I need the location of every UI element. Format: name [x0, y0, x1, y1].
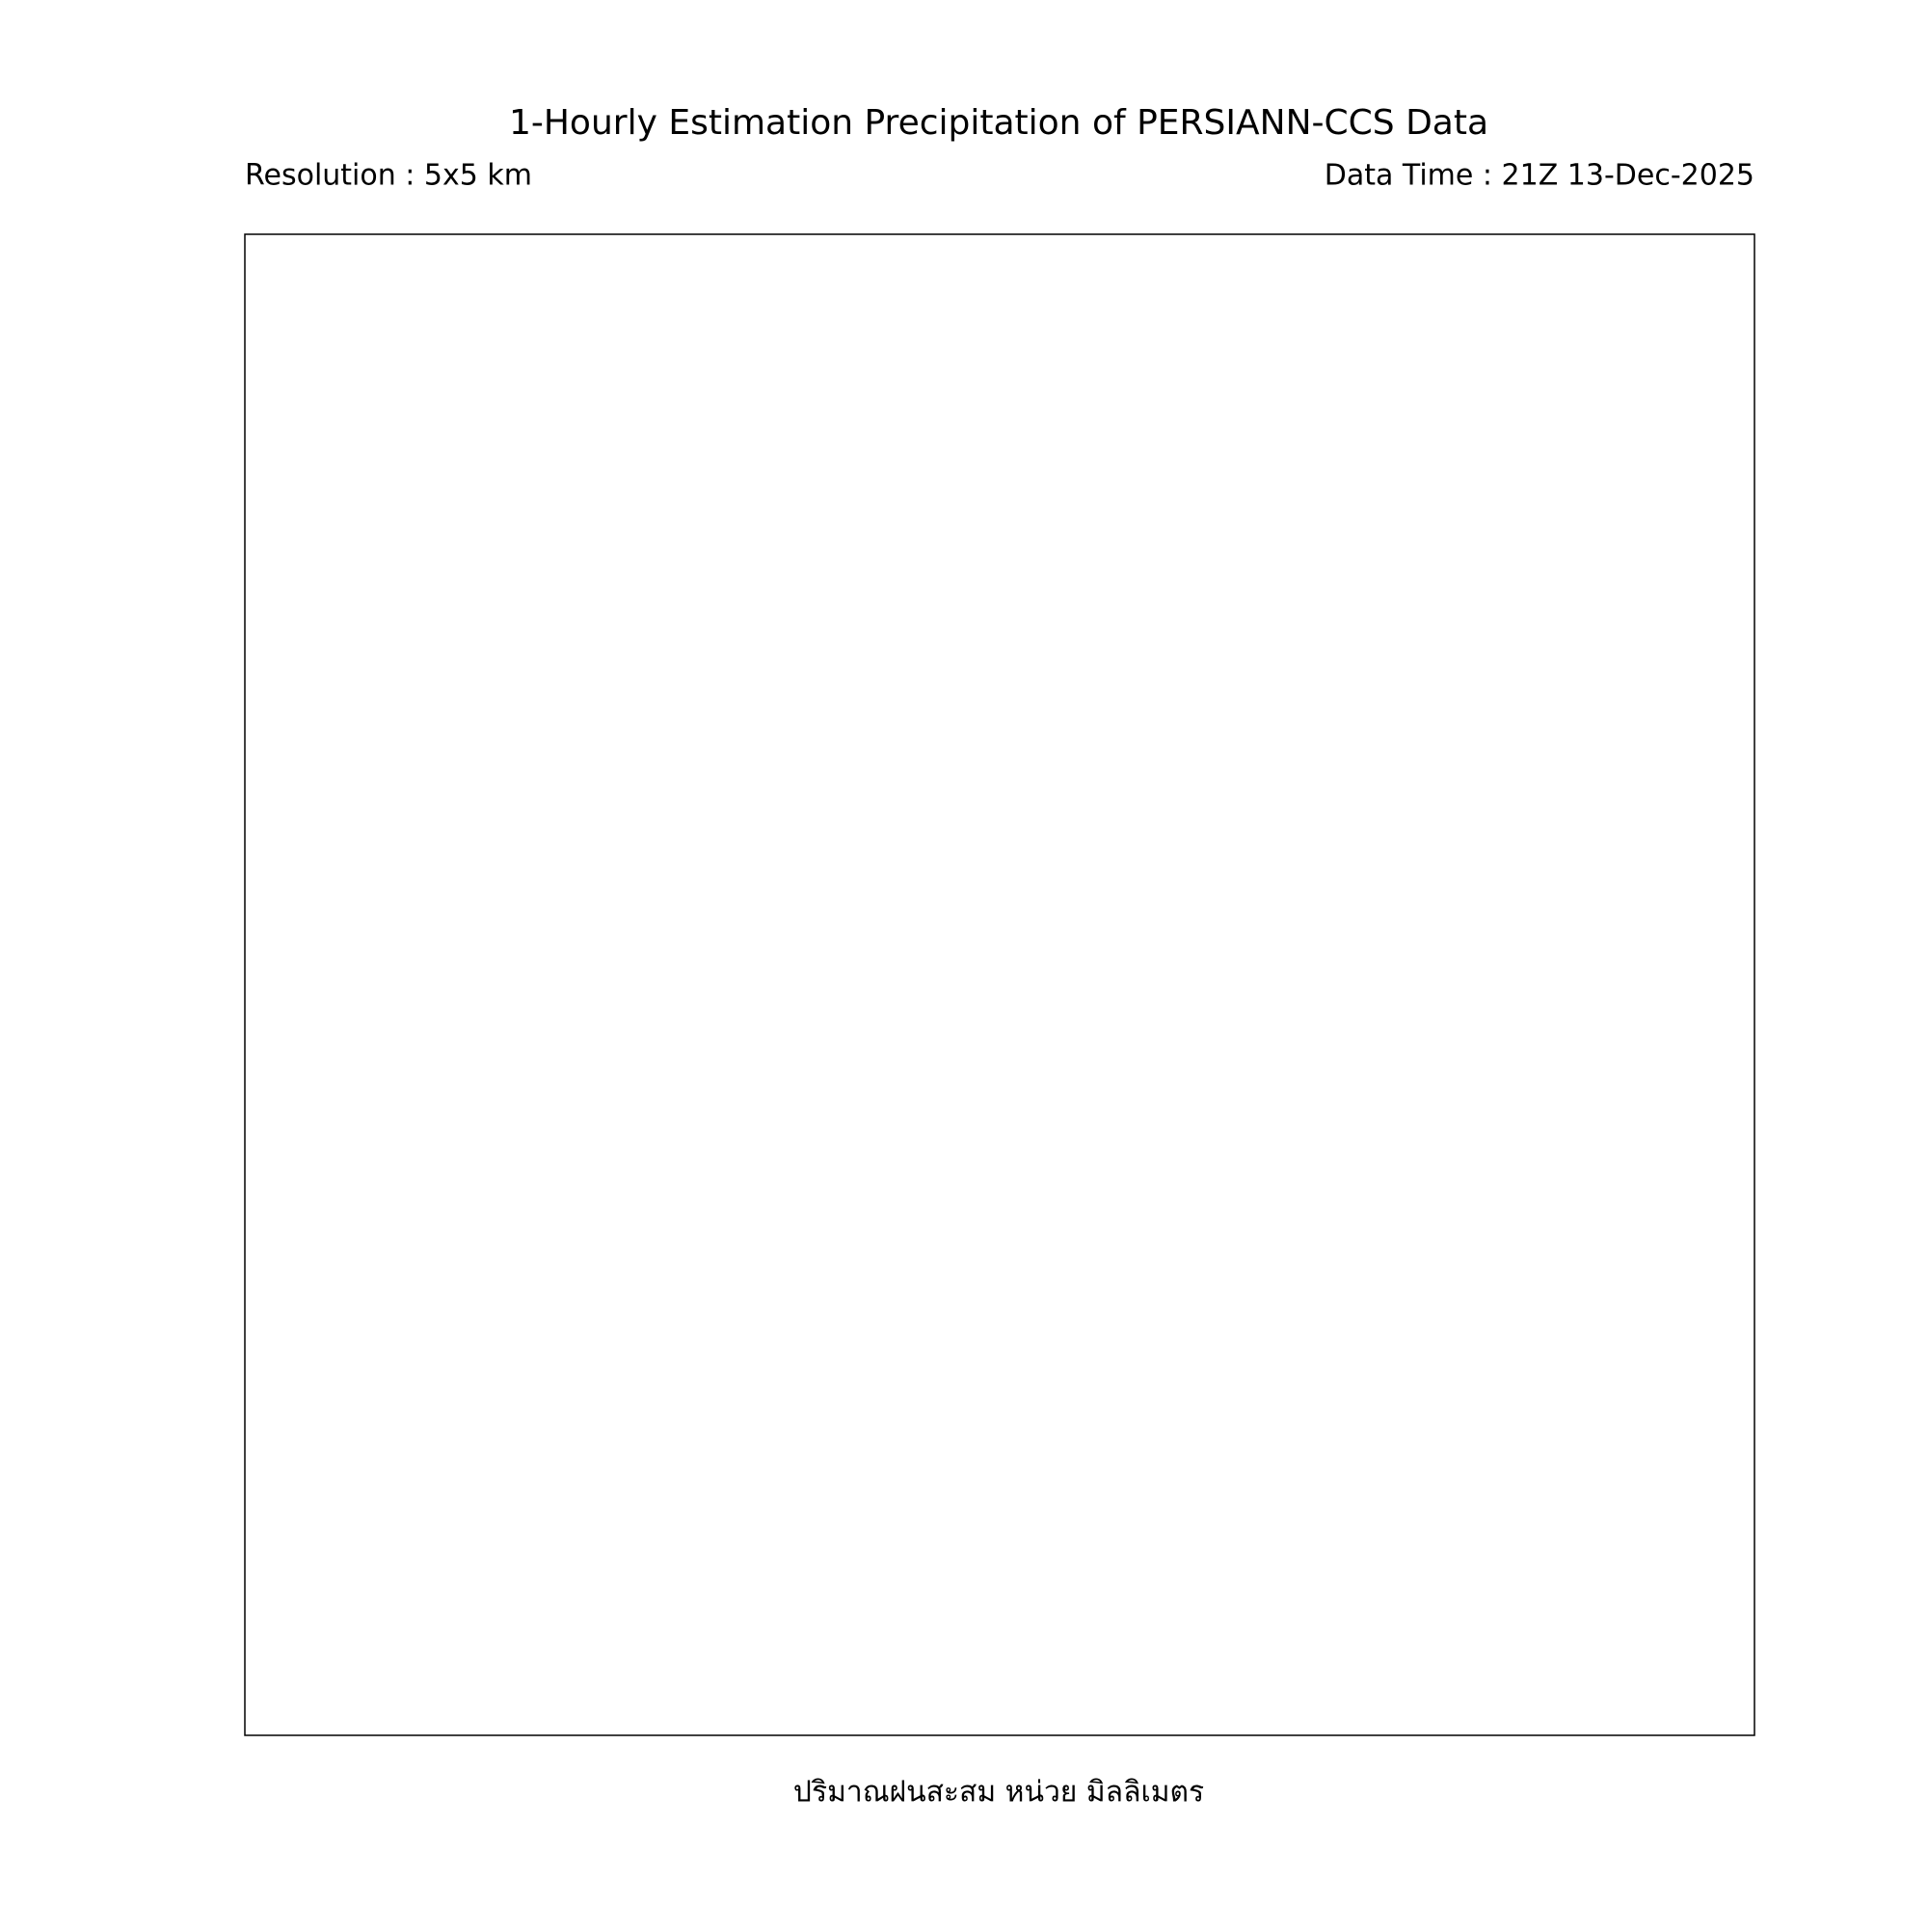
resolution: Resolution : 5x5 km — [245, 159, 532, 193]
data-time: Data Time : 21Z 13-Dec-2025 — [1325, 159, 1754, 193]
map-title: 1-Hourly Estimation Precipitation of PER… — [509, 103, 1488, 143]
map-frame — [244, 233, 1755, 1736]
x-axis-label: ปริมาณฝนสะสม หน่วย มิลลิเมตร — [793, 1776, 1204, 1810]
